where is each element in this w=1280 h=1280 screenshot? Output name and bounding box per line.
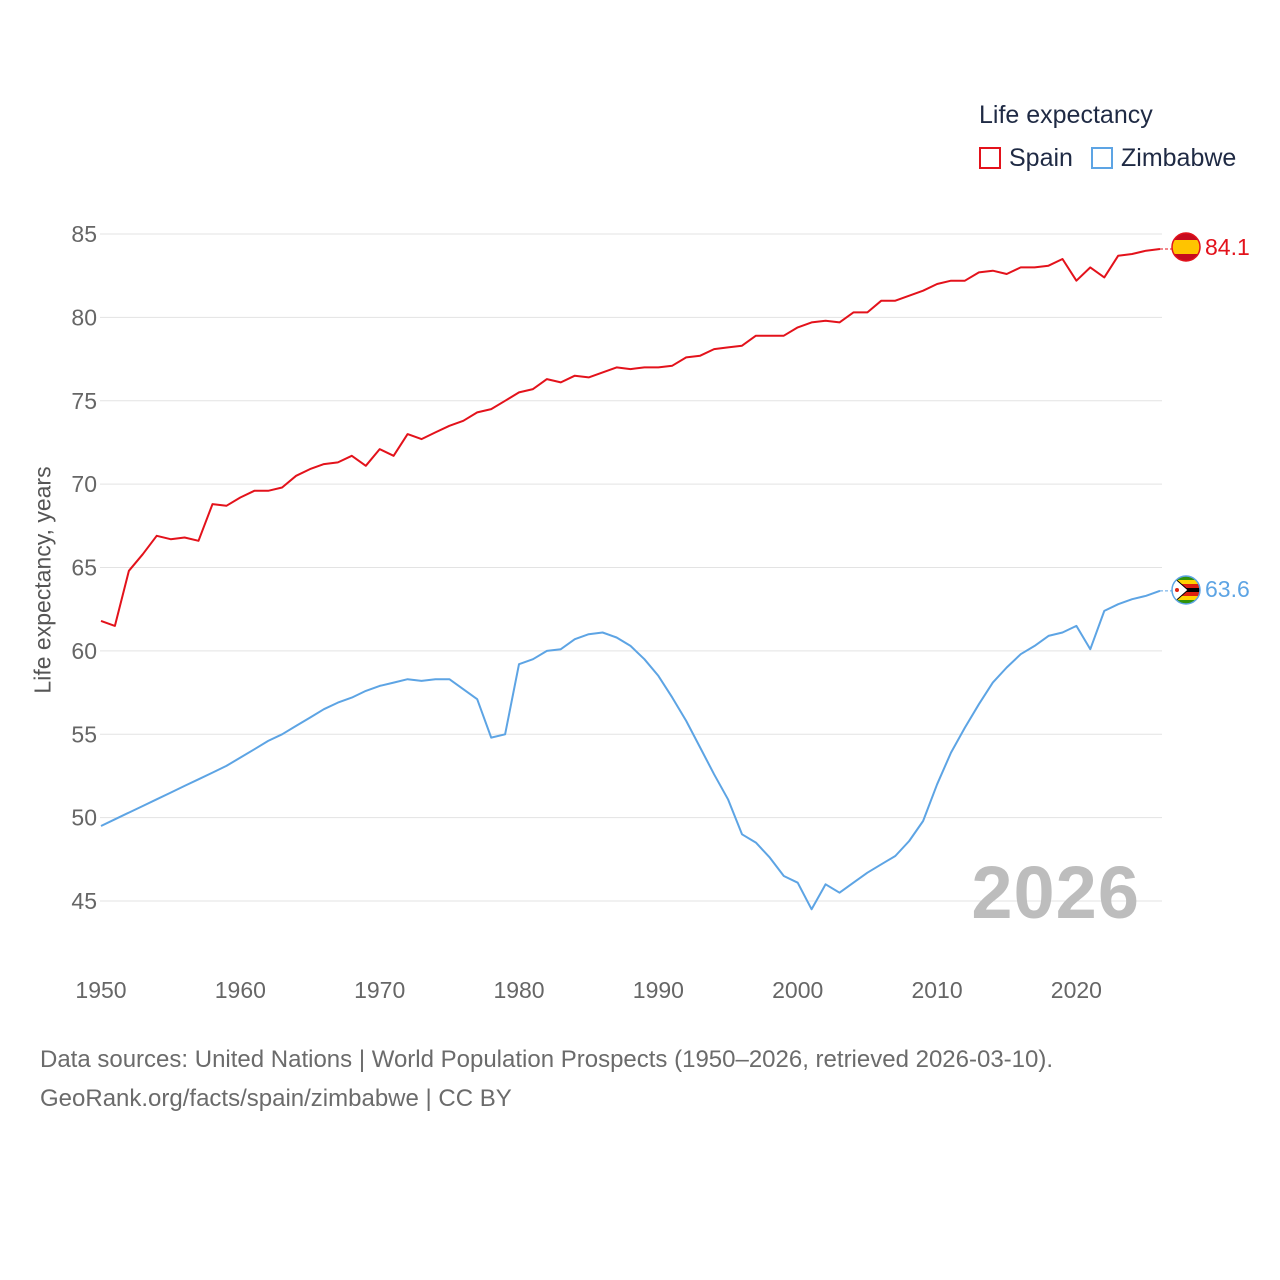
y-tick-label: 80 [71, 304, 97, 330]
zimbabwe-flag-border [1171, 575, 1201, 605]
y-axis-label: Life expectancy, years [29, 466, 56, 694]
x-tick-label: 2020 [1051, 977, 1102, 1003]
year-stamp: 2026 [971, 851, 1140, 934]
legend-item-zimbabwe[interactable]: Zimbabwe [1091, 143, 1236, 173]
zimbabwe-flag-icon [1172, 576, 1200, 604]
spain-flag-border [1171, 232, 1201, 262]
gridlines [100, 233, 1162, 902]
legend-title: Life expectancy [979, 101, 1153, 129]
legend-item-spain[interactable]: Spain [979, 143, 1073, 173]
x-tick-label: 1970 [354, 977, 405, 1003]
legend-label-zimbabwe: Zimbabwe [1121, 143, 1237, 172]
y-tick-label: 75 [71, 388, 97, 414]
x-tick-label: 2010 [911, 977, 962, 1003]
y-tick-label: 50 [71, 805, 97, 831]
y-axis-ticks: 45 50 55 60 65 70 75 80 85 [71, 221, 97, 914]
y-tick-label: 55 [71, 721, 97, 747]
series-line-zimbabwe[interactable] [100, 589, 1161, 911]
zimbabwe-end-label: 63.6 [1205, 576, 1250, 602]
y-tick-label: 65 [71, 555, 97, 581]
y-tick-label: 45 [71, 888, 97, 914]
x-tick-label: 1950 [75, 977, 126, 1003]
x-tick-label: 1990 [633, 977, 684, 1003]
legend-swatch-spain [979, 147, 1001, 169]
y-tick-label: 60 [71, 638, 97, 664]
x-tick-label: 1960 [215, 977, 266, 1003]
source-line-1: Data sources: United Nations | World Pop… [40, 1046, 1054, 1073]
series-line-spain[interactable] [100, 248, 1161, 627]
spain-end-label: 84.1 [1205, 234, 1250, 260]
source-line-2[interactable]: GeoRank.org/facts/spain/zimbabwe | CC BY [40, 1085, 512, 1112]
y-tick-label: 70 [71, 471, 97, 497]
spain-flag-icon [1172, 233, 1200, 261]
legend-label-spain: Spain [1009, 143, 1073, 172]
legend-swatch-zimbabwe [1091, 147, 1113, 169]
x-tick-label: 2000 [772, 977, 823, 1003]
x-axis-ticks: 1950 1960 1970 1980 1990 2000 2010 2020 [75, 977, 1102, 1003]
series-lines [100, 248, 1172, 911]
y-tick-label: 85 [71, 221, 97, 247]
x-tick-label: 1980 [493, 977, 544, 1003]
